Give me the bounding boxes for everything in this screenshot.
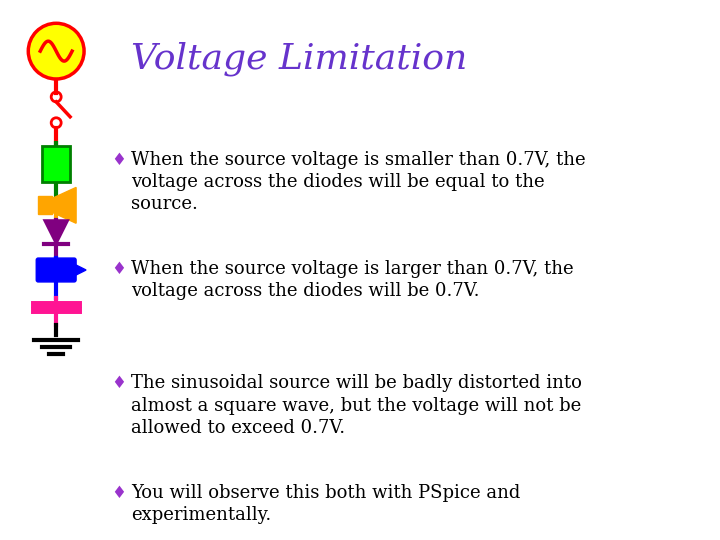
FancyBboxPatch shape	[38, 197, 52, 214]
Polygon shape	[74, 264, 86, 276]
Text: The sinusoidal source will be badly distorted into
almost a square wave, but the: The sinusoidal source will be badly dist…	[131, 374, 582, 437]
Text: You will observe this both with PSpice and
experimentally.: You will observe this both with PSpice a…	[131, 484, 521, 524]
Text: ♦: ♦	[111, 484, 126, 502]
Text: Voltage Limitation: Voltage Limitation	[131, 41, 467, 76]
Polygon shape	[44, 220, 68, 244]
Text: ♦: ♦	[111, 260, 126, 278]
FancyBboxPatch shape	[42, 146, 70, 183]
Polygon shape	[52, 187, 76, 223]
FancyBboxPatch shape	[36, 258, 76, 282]
Text: ♦: ♦	[111, 374, 126, 393]
Text: When the source voltage is smaller than 0.7V, the
voltage across the diodes will: When the source voltage is smaller than …	[131, 151, 585, 213]
Text: ♦: ♦	[111, 151, 126, 168]
Circle shape	[28, 23, 84, 79]
Text: When the source voltage is larger than 0.7V, the
voltage across the diodes will : When the source voltage is larger than 0…	[131, 260, 574, 300]
